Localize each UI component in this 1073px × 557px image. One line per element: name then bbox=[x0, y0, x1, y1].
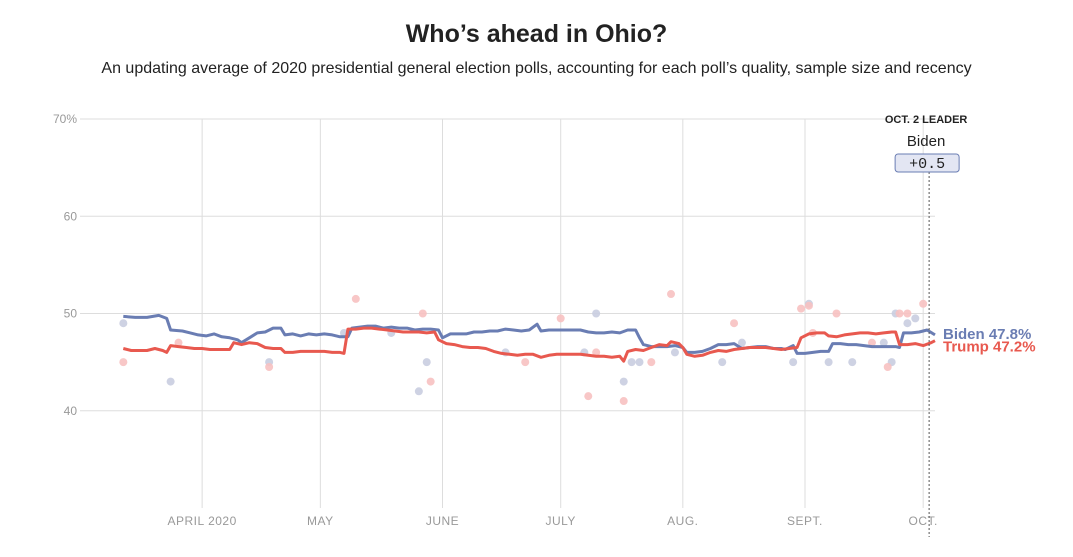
trump-poll-dot bbox=[592, 348, 601, 357]
trump-poll-dot bbox=[647, 358, 656, 367]
x-tick-label: MAY bbox=[307, 514, 334, 528]
biden-poll-dot bbox=[166, 377, 175, 386]
trump-poll-dot bbox=[351, 294, 360, 303]
biden-end-label: Biden 47.8% bbox=[943, 326, 1031, 343]
trump-poll-dot bbox=[832, 309, 841, 318]
biden-poll-dot bbox=[119, 319, 128, 328]
x-tick-label: OCT. bbox=[909, 514, 938, 528]
biden-poll-dot bbox=[635, 358, 644, 367]
leader-header: OCT. 2 LEADER bbox=[885, 114, 968, 126]
biden-poll-dot bbox=[422, 358, 431, 367]
trump-poll-dot bbox=[919, 299, 928, 308]
axis-labels: 70% 60 50 40 APRIL 2020 MAY JUNE JULY AUG. SEPT. O… bbox=[53, 112, 1036, 528]
y-tick-label: 60 bbox=[64, 209, 78, 223]
trump-poll-dot bbox=[883, 362, 892, 371]
biden-poll-dot bbox=[718, 358, 727, 367]
biden-poll-dot bbox=[737, 338, 746, 347]
biden-poll-dot bbox=[848, 358, 857, 367]
y-tick-label: 70% bbox=[53, 112, 77, 126]
trump-end-label: Trump 47.2% bbox=[943, 339, 1036, 356]
biden-poll-dot bbox=[789, 358, 798, 367]
trump-poll-dot bbox=[867, 338, 876, 347]
trump-poll-dot bbox=[584, 392, 593, 401]
leader-name: Biden bbox=[907, 133, 945, 150]
trump-poll-dot bbox=[895, 309, 904, 318]
trump-poll-dot bbox=[667, 290, 676, 299]
trump-poll-dot bbox=[804, 301, 813, 310]
trump-poll-dot bbox=[730, 319, 739, 328]
biden-poll-dot bbox=[911, 314, 920, 323]
x-tick-label: APRIL 2020 bbox=[168, 514, 237, 528]
x-tick-label: SEPT. bbox=[787, 514, 823, 528]
y-tick-label: 40 bbox=[64, 404, 78, 418]
biden-poll-dot bbox=[414, 387, 423, 396]
biden-poll-dot bbox=[824, 358, 833, 367]
chart-title: Who’s ahead in Ohio? bbox=[405, 20, 668, 48]
poll-dots bbox=[119, 290, 928, 406]
trump-poll-dot bbox=[521, 358, 530, 367]
trump-poll-dot bbox=[619, 397, 628, 406]
trump-poll-dot bbox=[426, 377, 435, 386]
trump-poll-dot bbox=[174, 338, 183, 347]
average-lines bbox=[122, 313, 936, 363]
trump-poll-dot bbox=[265, 362, 274, 371]
trump-poll-dot bbox=[418, 309, 427, 318]
trump-poll-dot bbox=[119, 358, 128, 367]
leader-margin-box bbox=[894, 153, 960, 173]
x-tick-label: AUG. bbox=[667, 514, 698, 528]
y-tick-label: 50 bbox=[64, 307, 78, 321]
biden-poll-dot bbox=[627, 358, 636, 367]
trump-poll-dot bbox=[556, 314, 565, 323]
biden-average-line bbox=[123, 313, 936, 355]
trump-poll-dot bbox=[903, 309, 912, 318]
biden-poll-dot bbox=[670, 348, 679, 357]
biden-poll-dot bbox=[619, 377, 628, 386]
leader-margin: +0.5 bbox=[909, 156, 945, 173]
chart-subtitle: An updating average of 2020 presidential… bbox=[101, 60, 972, 77]
leader-annotation[interactable]: OCT. 2 LEADER Biden +0.5 bbox=[885, 114, 968, 537]
biden-poll-dot bbox=[903, 319, 912, 328]
trump-poll-dot bbox=[797, 304, 806, 313]
gridlines bbox=[80, 118, 935, 508]
x-tick-label: JUNE bbox=[426, 514, 459, 528]
x-tick-label: JULY bbox=[545, 514, 575, 528]
biden-poll-dot bbox=[879, 338, 888, 347]
biden-poll-dot bbox=[592, 309, 601, 318]
trump-average-line bbox=[122, 326, 936, 363]
